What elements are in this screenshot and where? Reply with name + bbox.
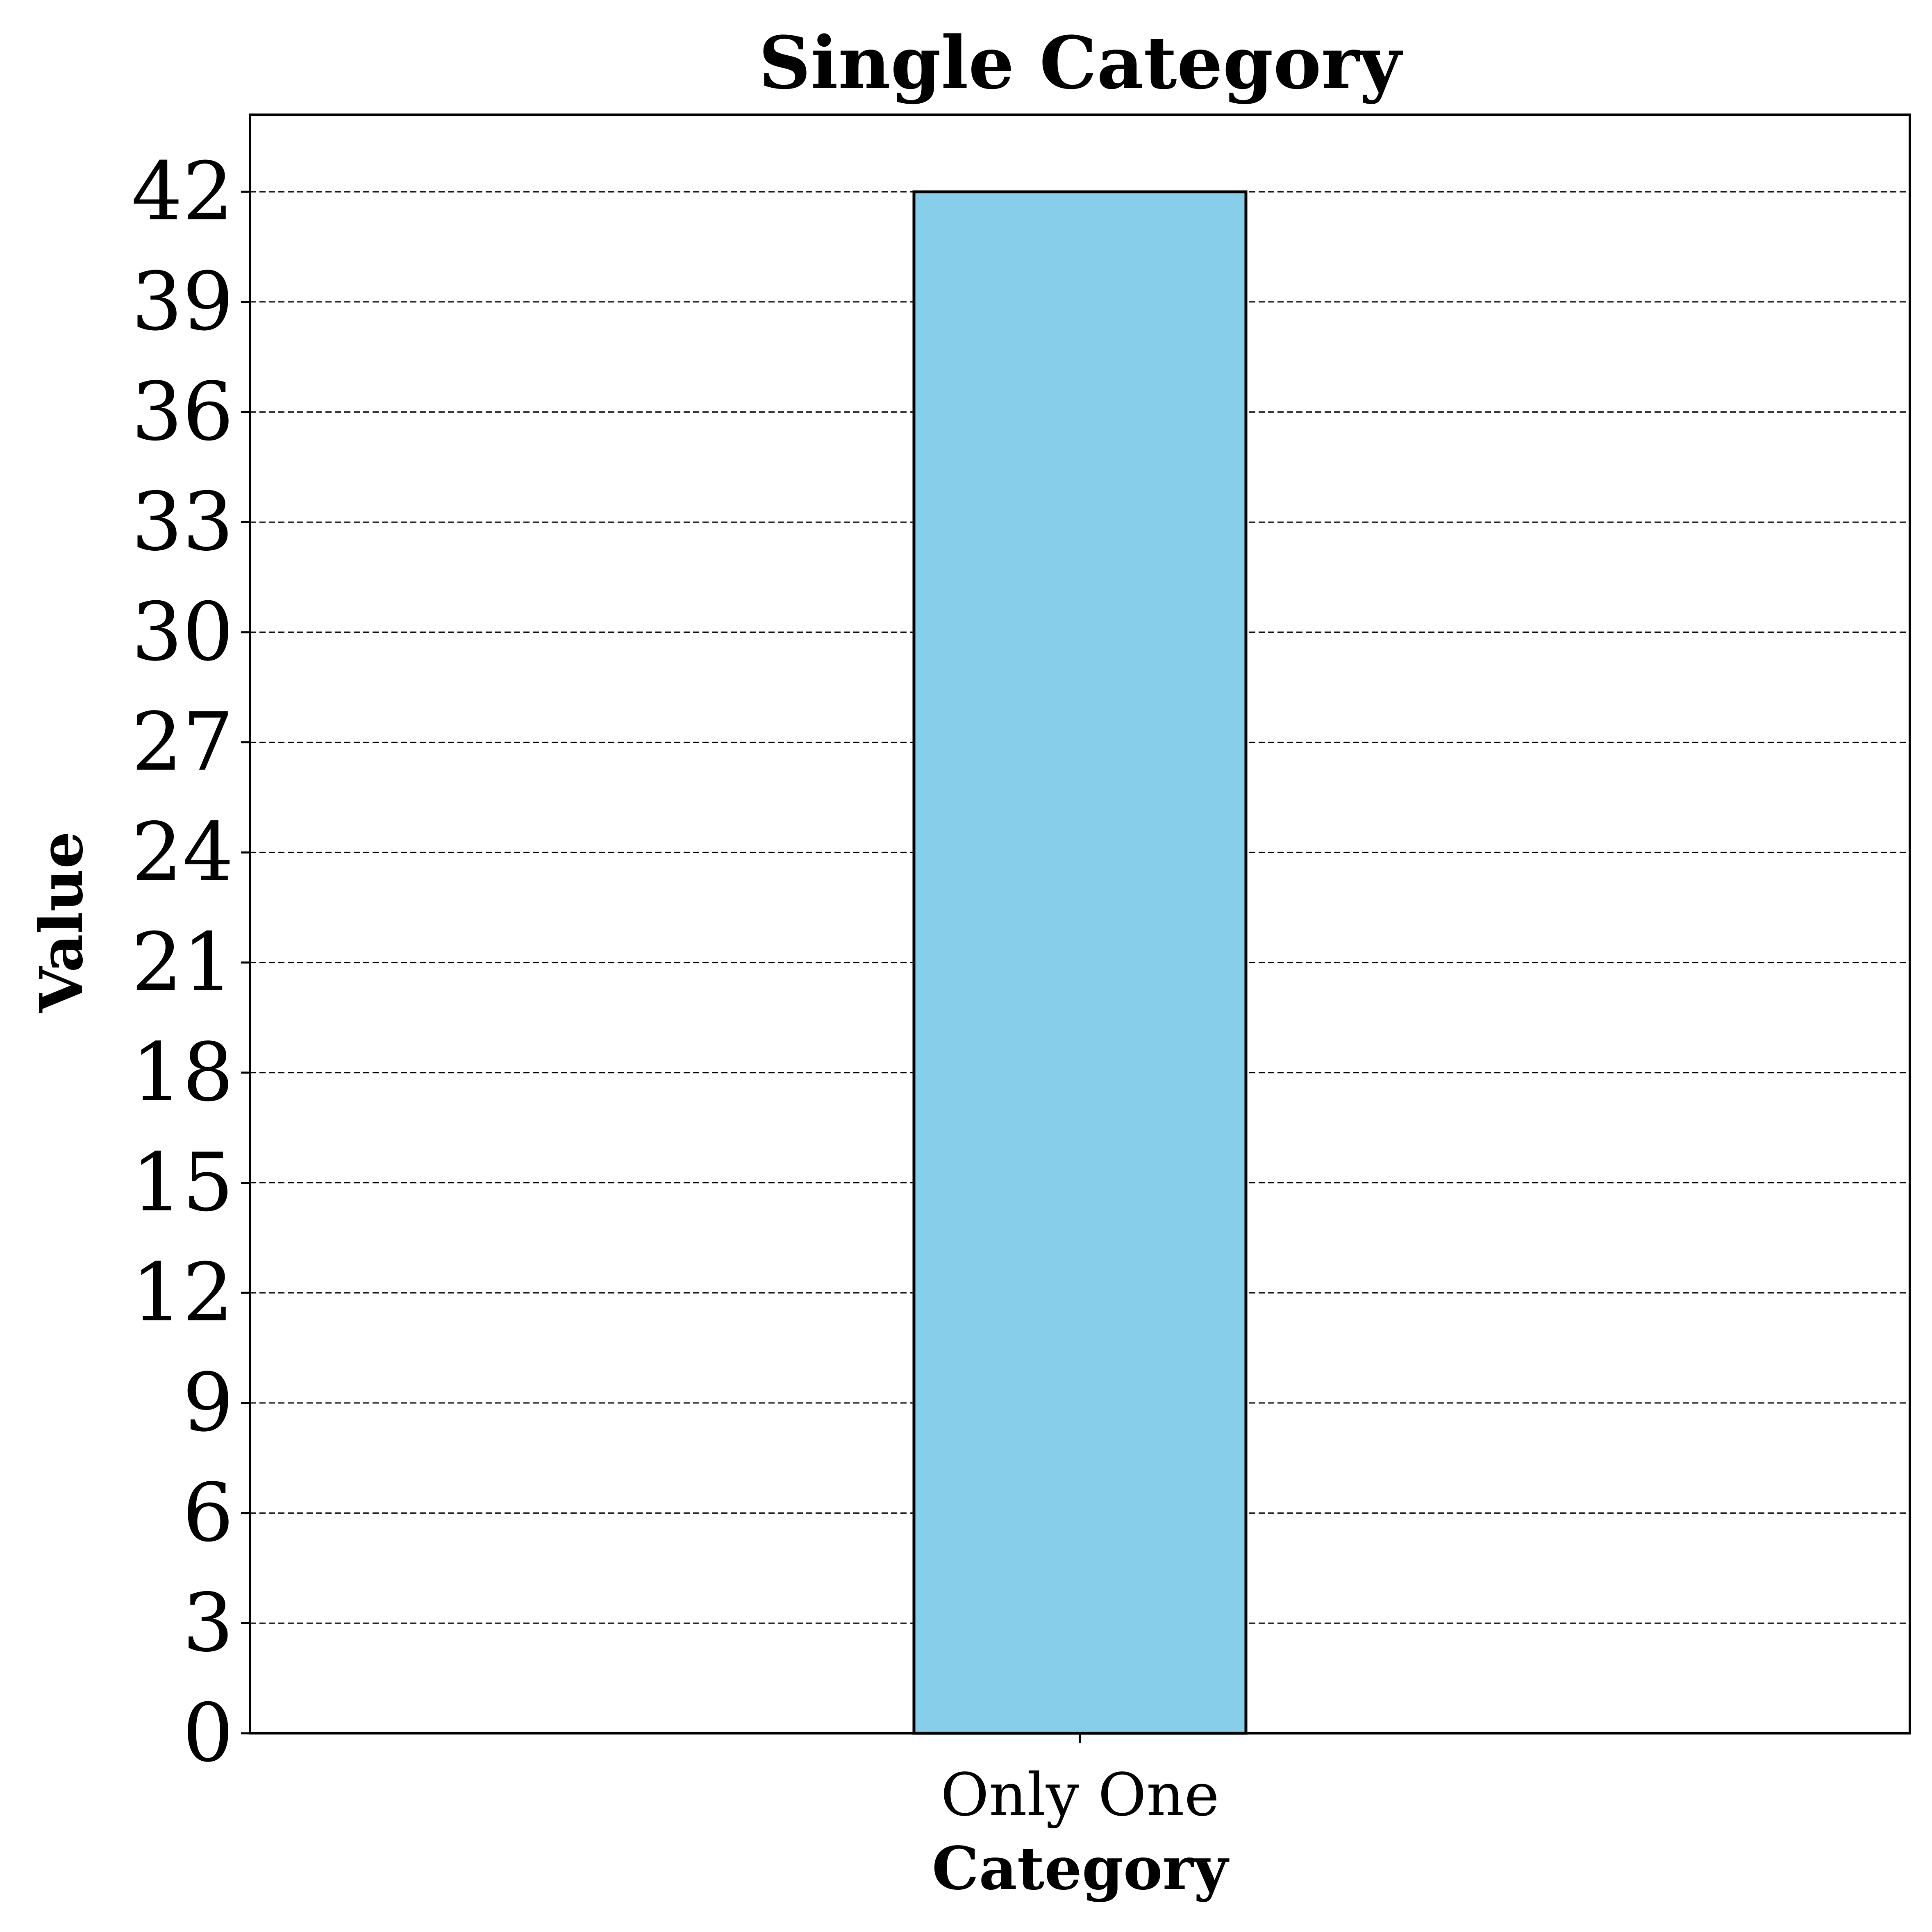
- y-tick-label: 12: [132, 1246, 234, 1339]
- y-tick-label: 6: [182, 1467, 234, 1560]
- x-tick-label: Only One: [941, 1760, 1219, 1829]
- y-axis-title: Value: [27, 831, 96, 1013]
- y-tick-label: 3: [182, 1576, 234, 1670]
- bar-only-one: [912, 190, 1248, 1735]
- y-tick-label: 21: [132, 916, 234, 1009]
- chart-title: Single Category: [759, 20, 1403, 105]
- y-tick-label: 27: [132, 696, 234, 789]
- y-tick-label: 18: [132, 1026, 234, 1119]
- bars: [912, 190, 1248, 1735]
- y-tick-label: 0: [182, 1687, 234, 1780]
- x-axis-title: Category: [932, 1834, 1230, 1903]
- y-tick-label: 39: [132, 255, 234, 349]
- y-tick-label: 42: [132, 145, 234, 238]
- x-axis-ticks: Only One: [941, 1733, 1219, 1829]
- y-tick-label: 24: [132, 806, 234, 899]
- y-tick-label: 15: [132, 1136, 234, 1229]
- y-tick-label: 36: [132, 366, 234, 459]
- y-tick-label: 33: [132, 475, 234, 569]
- y-tick-label: 9: [182, 1356, 234, 1450]
- y-tick-label: 30: [132, 586, 234, 679]
